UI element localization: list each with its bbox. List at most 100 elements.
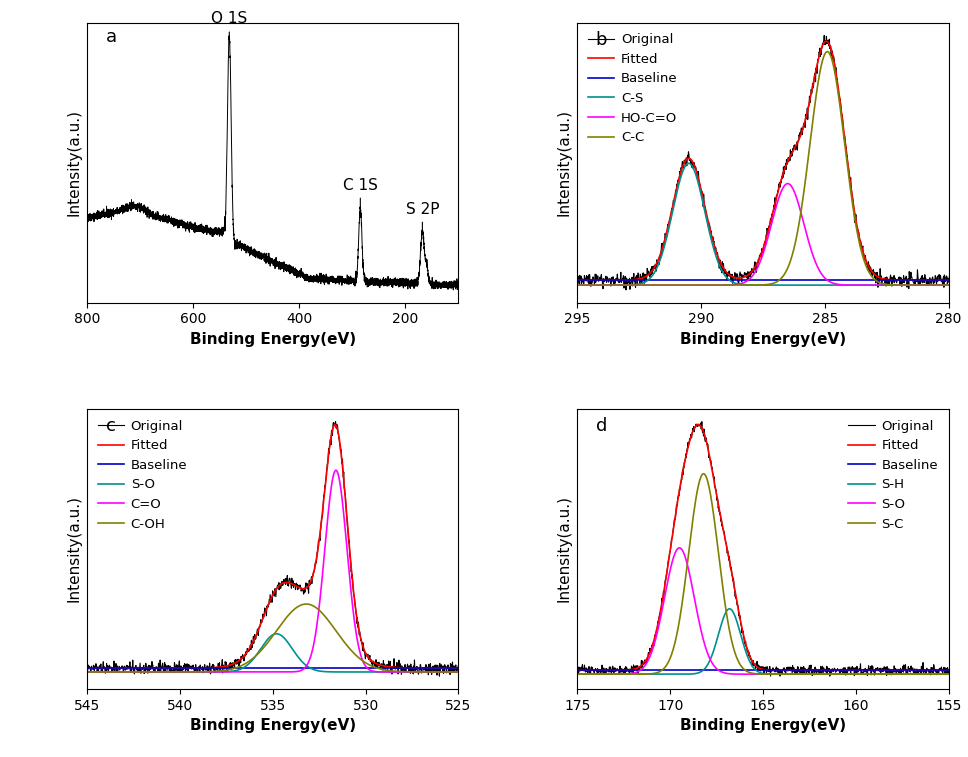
HO-C=O: [534, 281, 546, 290]
Baseline: [344, 664, 355, 673]
S-O: [63, 668, 75, 677]
Original: [880, 663, 892, 672]
Original: [620, 285, 632, 294]
Line: HO-C=O: HO-C=O: [540, 184, 968, 285]
Fitted: [872, 273, 884, 282]
Original: [710, 243, 721, 252]
Fitted: [344, 544, 355, 553]
C-C: [534, 281, 546, 290]
C=O: [381, 668, 393, 677]
Line: Fitted: Fitted: [559, 425, 967, 670]
C=O: [389, 668, 401, 677]
Fitted: [832, 665, 844, 674]
Text: O 1S: O 1S: [211, 11, 248, 42]
Original: [243, 647, 255, 656]
C-C: [832, 88, 844, 97]
S-O: [872, 670, 884, 679]
C-OH: [105, 668, 116, 677]
Fitted: [63, 664, 75, 673]
S-C: [733, 658, 744, 667]
Fitted: [821, 36, 832, 45]
S-O: [471, 668, 483, 677]
Fitted: [872, 665, 884, 674]
Fitted: [389, 663, 401, 672]
Baseline: [388, 664, 400, 673]
S-C: [833, 670, 845, 679]
Y-axis label: Intensity(a.u.): Intensity(a.u.): [67, 109, 81, 217]
Baseline: [725, 276, 737, 285]
Original: [553, 668, 564, 678]
S-O: [381, 668, 393, 677]
Fitted: [961, 665, 968, 674]
Line: C-C: C-C: [540, 51, 968, 285]
Baseline: [879, 665, 891, 674]
Fitted: [471, 664, 483, 673]
S-O: [733, 670, 744, 679]
Baseline: [718, 665, 730, 674]
C-OH: [300, 600, 312, 609]
C-S: [710, 251, 721, 260]
S-C: [879, 670, 891, 679]
S-C: [553, 670, 564, 679]
Baseline: [872, 276, 884, 285]
Fitted: [718, 531, 730, 540]
C=O: [63, 668, 75, 677]
Fitted: [579, 276, 590, 285]
C-OH: [389, 667, 401, 676]
Original: [389, 662, 401, 671]
C-S: [683, 159, 695, 168]
Baseline: [833, 665, 845, 674]
HO-C=O: [725, 280, 737, 289]
Original: [594, 668, 606, 678]
S-O: [389, 668, 401, 677]
C-S: [881, 281, 892, 290]
Legend: Original, Fitted, Baseline, S-O, C=O, C-OH: Original, Fitted, Baseline, S-O, C=O, C-…: [94, 416, 192, 534]
Original: [832, 90, 844, 99]
HO-C=O: [881, 281, 892, 290]
S-C: [718, 594, 730, 603]
Line: Original: Original: [69, 422, 477, 676]
Baseline: [471, 664, 483, 673]
Original: [434, 671, 445, 681]
S-C: [698, 469, 710, 478]
S-O: [961, 670, 968, 679]
C-S: [832, 281, 844, 290]
X-axis label: Binding Energy(eV): Binding Energy(eV): [190, 718, 356, 733]
Original: [961, 665, 968, 674]
Original: [344, 545, 355, 554]
HO-C=O: [710, 281, 721, 290]
Original: [696, 417, 708, 426]
Line: C=O: C=O: [69, 470, 477, 672]
C=O: [471, 668, 483, 677]
Baseline: [594, 665, 606, 674]
S-H: [879, 670, 891, 679]
Original: [824, 671, 835, 681]
Original: [834, 669, 846, 678]
X-axis label: Binding Energy(eV): Binding Energy(eV): [680, 718, 846, 733]
S-O: [243, 659, 255, 668]
HO-C=O: [579, 281, 590, 290]
Fitted: [725, 272, 737, 281]
S-O: [227, 666, 239, 675]
S-H: [553, 670, 564, 679]
Baseline: [733, 665, 744, 674]
Text: c: c: [106, 417, 115, 435]
S-C: [872, 670, 884, 679]
Legend: Original, Fitted, Baseline, C-S, HO-C=O, C-C: Original, Fitted, Baseline, C-S, HO-C=O,…: [584, 30, 681, 148]
Fitted: [710, 245, 721, 254]
Y-axis label: Intensity(a.u.): Intensity(a.u.): [67, 495, 81, 603]
S-O: [344, 668, 355, 677]
C-C: [881, 280, 892, 289]
S-O: [718, 668, 730, 678]
S-H: [833, 670, 845, 679]
Baseline: [63, 664, 75, 673]
S-O: [105, 668, 116, 677]
Baseline: [553, 665, 564, 674]
Original: [873, 272, 885, 281]
Original: [718, 528, 730, 537]
S-H: [961, 670, 968, 679]
X-axis label: Binding Energy(eV): Binding Energy(eV): [190, 332, 356, 347]
Line: C-OH: C-OH: [69, 604, 477, 672]
S-C: [961, 670, 968, 679]
Baseline: [227, 664, 239, 673]
